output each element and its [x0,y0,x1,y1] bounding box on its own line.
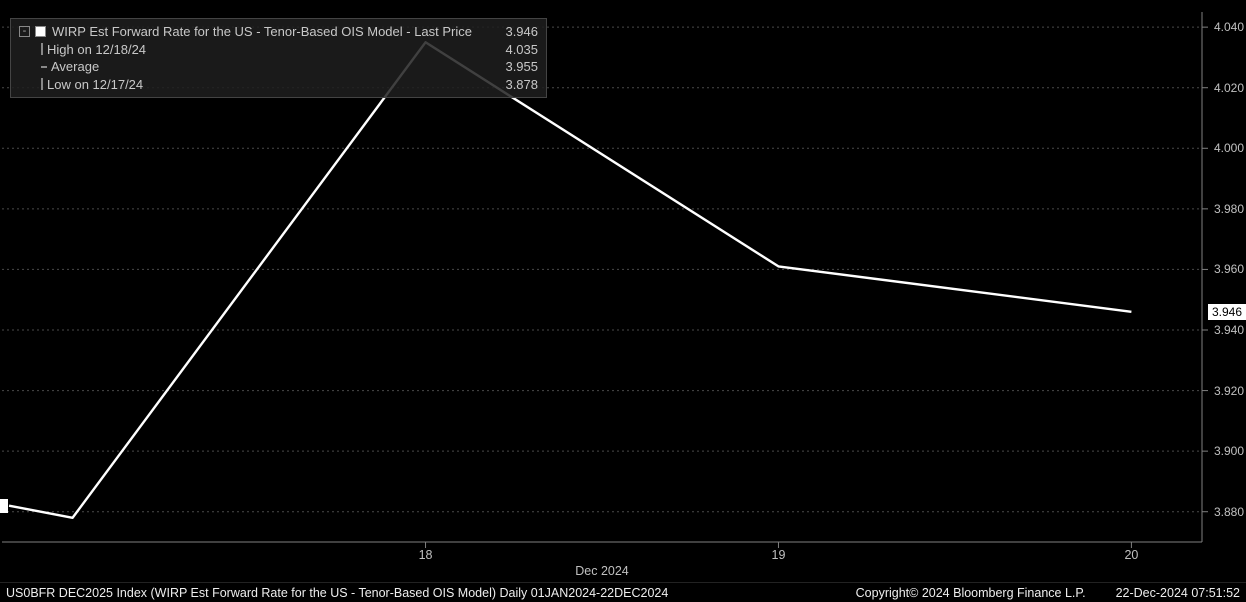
legend-title: WIRP Est Forward Rate for the US - Tenor… [52,23,472,41]
footer-bar: US0BFR DEC2025 Index (WIRP Est Forward R… [0,582,1246,602]
y-tick-label: 3.980 [1214,202,1244,216]
legend-box: - WIRP Est Forward Rate for the US - Ten… [10,18,547,98]
legend-row-high: High on 12/18/24 4.035 [19,41,538,59]
footer-timestamp: 22-Dec-2024 07:51:52 [1116,586,1240,600]
legend-high-value: 4.035 [492,41,538,59]
left-start-marker [0,499,8,513]
legend-avg-icon [41,66,47,68]
y-tick-label: 4.040 [1214,20,1244,34]
collapse-icon[interactable]: - [19,26,30,37]
legend-low-icon [41,78,43,90]
y-tick-label: 4.020 [1214,81,1244,95]
x-tick-label: 19 [772,548,786,562]
y-tick-label: 3.920 [1214,384,1244,398]
legend-row-low: Low on 12/17/24 3.878 [19,76,538,94]
y-tick-label: 4.000 [1214,141,1244,155]
legend-avg-value: 3.955 [492,58,538,76]
x-tick-label: 18 [419,548,433,562]
footer-instrument: US0BFR DEC2025 Index (WIRP Est Forward R… [6,586,826,600]
legend-low-value: 3.878 [492,76,538,94]
y-tick-label: 3.880 [1214,505,1244,519]
x-tick-label: 20 [1124,548,1138,562]
series-color-swatch [35,26,46,37]
legend-title-value: 3.946 [492,23,538,41]
last-price-marker: 3.946 [1208,304,1246,320]
y-tick-label: 3.900 [1214,444,1244,458]
legend-avg-label: Average [51,58,99,76]
legend-title-row: - WIRP Est Forward Rate for the US - Ten… [19,23,538,41]
y-tick-label: 3.940 [1214,323,1244,337]
legend-row-avg: Average 3.955 [19,58,538,76]
chart-container: - WIRP Est Forward Rate for the US - Ten… [0,0,1246,602]
legend-high-icon [41,43,43,55]
legend-low-label: Low on 12/17/24 [47,76,143,94]
footer-copyright: Copyright© 2024 Bloomberg Finance L.P. [856,586,1086,600]
y-tick-label: 3.960 [1214,262,1244,276]
legend-high-label: High on 12/18/24 [47,41,146,59]
x-axis-title: Dec 2024 [575,564,629,578]
